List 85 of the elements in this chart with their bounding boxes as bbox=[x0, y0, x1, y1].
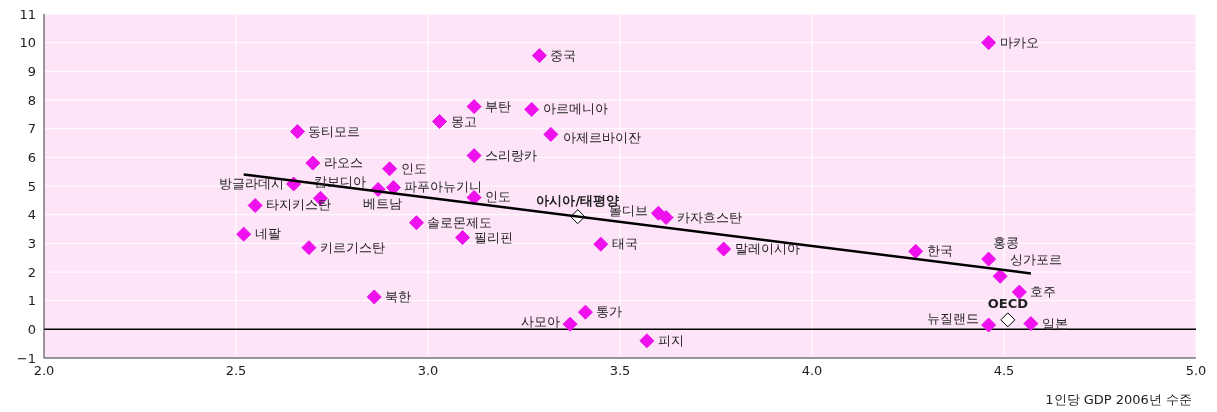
annotation: 네팔 bbox=[254, 226, 281, 242]
y-tick-label: −1 bbox=[16, 350, 36, 366]
y-tick-label: 6 bbox=[27, 149, 36, 165]
y-tick-label: 2 bbox=[27, 264, 36, 280]
x-tick-label: 4.5 bbox=[993, 363, 1015, 379]
x-tick-label: 5.0 bbox=[1185, 363, 1207, 379]
y-tick-label: 5 bbox=[27, 178, 36, 194]
annotation: 한국 bbox=[926, 243, 953, 259]
x-tick-label: 3.0 bbox=[417, 363, 439, 379]
point bbox=[236, 226, 252, 242]
annotation: 뉴질랜드 bbox=[926, 311, 979, 327]
y-tick-label: 10 bbox=[19, 35, 36, 51]
annotation: 통가 bbox=[596, 304, 623, 320]
point bbox=[981, 251, 997, 267]
annotation: 마카오 bbox=[999, 34, 1039, 50]
point bbox=[385, 179, 401, 195]
annotation: OECD bbox=[987, 295, 1029, 311]
point bbox=[289, 124, 305, 140]
point bbox=[992, 268, 1008, 284]
annotation: 필리핀 bbox=[473, 229, 513, 245]
point bbox=[305, 155, 321, 171]
annotation: 몽고 bbox=[450, 113, 477, 129]
annotation: 피지 bbox=[657, 332, 684, 348]
annotation: 태국 bbox=[611, 236, 638, 252]
point bbox=[981, 317, 997, 333]
point bbox=[531, 48, 547, 64]
x-tick-label: 3.5 bbox=[609, 363, 631, 379]
point bbox=[466, 148, 482, 164]
point bbox=[981, 35, 997, 51]
annotation: 호주 bbox=[1030, 284, 1057, 300]
y-tick-label: 9 bbox=[27, 63, 36, 79]
x-tick-label: 2.0 bbox=[33, 363, 55, 379]
annotation: 홍콩 bbox=[992, 235, 1019, 251]
annotation: 베트남 bbox=[362, 196, 402, 212]
point bbox=[908, 243, 924, 259]
point bbox=[1023, 316, 1039, 332]
y-tick-label: 11 bbox=[19, 6, 36, 22]
point bbox=[366, 289, 382, 305]
point bbox=[562, 316, 578, 332]
annotation: 사모아 bbox=[521, 314, 561, 330]
point bbox=[543, 126, 559, 142]
annotation: 카자흐스탄 bbox=[677, 209, 743, 225]
annotation: 파푸아뉴기니 bbox=[404, 179, 483, 195]
point bbox=[247, 197, 263, 213]
annotation: 일본 bbox=[1041, 315, 1068, 331]
point bbox=[466, 99, 482, 115]
annotation: 부탄 bbox=[485, 98, 512, 114]
annotation: 중국 bbox=[550, 47, 577, 63]
annotation: 북한 bbox=[385, 288, 412, 304]
annotation: 아르메니아 bbox=[542, 101, 608, 117]
point bbox=[408, 215, 424, 231]
point bbox=[382, 161, 398, 177]
annotation: 말레이시아 bbox=[734, 241, 800, 257]
annotation: 인도 bbox=[485, 189, 512, 205]
point bbox=[301, 240, 317, 256]
x-axis-title: 1인당 GDP 2006년 수준 bbox=[1045, 392, 1192, 407]
point bbox=[716, 241, 732, 257]
point bbox=[432, 114, 448, 129]
annotation: 방글라데시 bbox=[218, 175, 284, 191]
point bbox=[524, 101, 540, 117]
annotation: 인도 bbox=[400, 160, 427, 176]
annotation: 라오스 bbox=[323, 155, 363, 171]
annotation: 캄보디아 bbox=[314, 174, 367, 190]
y-tick-label: 0 bbox=[27, 321, 36, 337]
annotation: 스리랑카 bbox=[485, 147, 538, 163]
y-tick-label: 4 bbox=[27, 207, 36, 223]
y-tick-label: 1 bbox=[27, 293, 36, 309]
x-tick-label: 4.0 bbox=[801, 363, 823, 379]
annotation: 동티모르 bbox=[308, 123, 361, 139]
annotation: 타지키스탄 bbox=[266, 197, 332, 213]
point bbox=[639, 333, 655, 349]
x-tick-label: 2.5 bbox=[225, 363, 247, 379]
point bbox=[658, 210, 674, 226]
point bbox=[577, 304, 593, 320]
y-tick-label: 3 bbox=[27, 235, 36, 251]
point bbox=[1011, 284, 1027, 300]
y-tick-label: 8 bbox=[27, 92, 36, 108]
point bbox=[1000, 312, 1016, 328]
y-tick-label: 7 bbox=[27, 121, 36, 137]
annotation: 솔로몬제도 bbox=[427, 214, 493, 230]
annotation: 키르기스탄 bbox=[319, 239, 385, 255]
point bbox=[593, 236, 609, 252]
point bbox=[455, 230, 471, 246]
annotation: 아제르바이잔 bbox=[562, 130, 641, 146]
annotation: 싱가포르 bbox=[1010, 252, 1063, 268]
